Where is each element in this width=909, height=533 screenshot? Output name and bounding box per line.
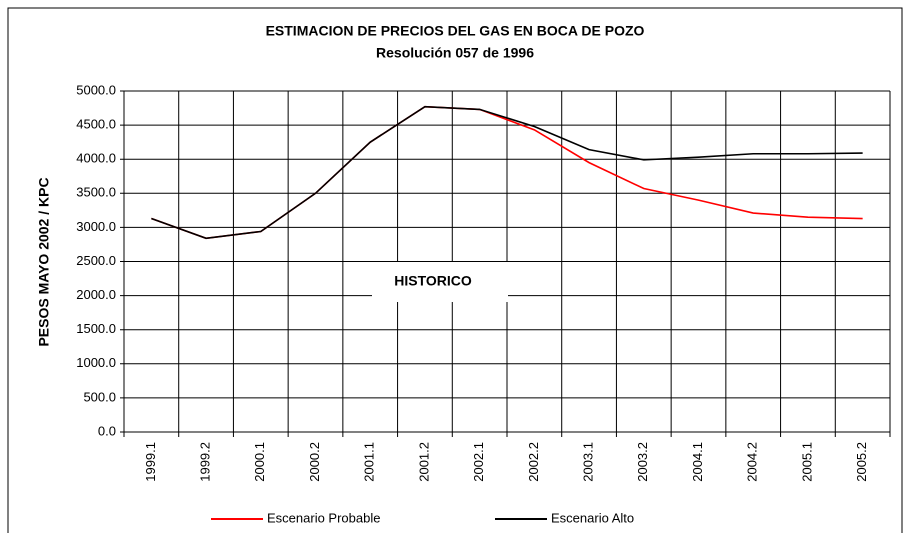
x-tick-label: 2004.2 <box>745 442 760 482</box>
x-tick-label: 2002.2 <box>526 442 541 482</box>
y-tick-label: 3500.0 <box>76 185 116 200</box>
y-tick-label: 5000.0 <box>76 82 116 97</box>
y-tick-label: 1500.0 <box>76 321 116 336</box>
y-tick-label: 0.0 <box>98 423 116 438</box>
chart-subtitle: Resolución 057 de 1996 <box>376 45 534 61</box>
y-tick-label: 2000.0 <box>76 287 116 302</box>
x-tick-label: 2003.2 <box>635 442 650 482</box>
chart-frame <box>7 7 903 533</box>
x-tick-label: 2005.1 <box>799 442 814 482</box>
x-tick-label: 2000.1 <box>252 442 267 482</box>
x-tick-label: 2000.2 <box>307 442 322 482</box>
x-tick-label: 2005.2 <box>854 442 869 482</box>
y-tick-label: 500.0 <box>83 389 116 404</box>
y-tick-label: 4000.0 <box>76 151 116 166</box>
annotation: HISTORICO <box>394 273 472 289</box>
x-tick-label: 2001.1 <box>362 442 377 482</box>
x-tick-label: 1999.2 <box>198 442 213 482</box>
annotation-box <box>372 262 508 302</box>
x-tick-label: 2004.1 <box>690 442 705 482</box>
legend-label: Escenario Alto <box>551 510 634 525</box>
x-tick-label: 2002.1 <box>471 442 486 482</box>
y-tick-label: 3000.0 <box>76 219 116 234</box>
chart-title: ESTIMACION DE PRECIOS DEL GAS EN BOCA DE… <box>266 23 645 39</box>
series-line <box>151 105 863 240</box>
y-tick-label: 2500.0 <box>76 253 116 268</box>
y-tick-label: 4500.0 <box>76 117 116 132</box>
y-tick-label: 1000.0 <box>76 355 116 370</box>
x-tick-label: 2001.2 <box>416 442 431 482</box>
x-tick-label: 2003.1 <box>581 442 596 482</box>
x-tick-label: 1999.1 <box>143 442 158 482</box>
y-axis-label: PESOS MAYO 2002 / KPC <box>36 177 52 346</box>
legend-label: Escenario Probable <box>267 510 380 525</box>
